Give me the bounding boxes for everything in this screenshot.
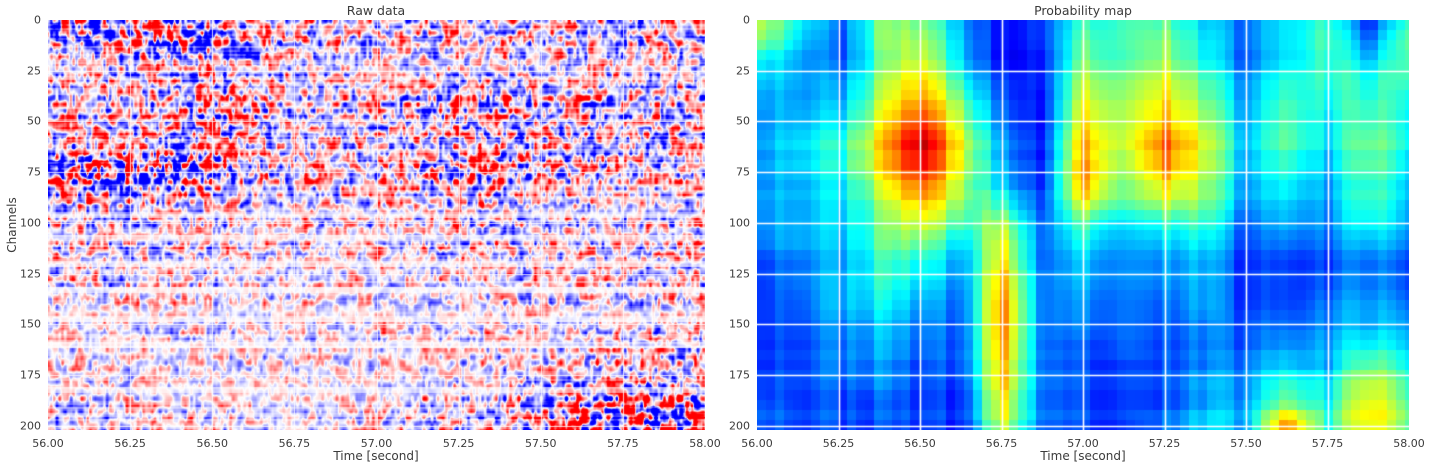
raw-data-x-axis-label: Time [second] (333, 449, 419, 463)
probability-map-heatmap (757, 20, 1409, 430)
x-tick-label: 56.25 (822, 437, 855, 450)
x-tick-label: 56.25 (114, 437, 146, 450)
y-tick-label: 125 (20, 267, 41, 281)
raw-data-heatmap (48, 20, 705, 430)
probability-map-x-axis-label: Time [second] (1040, 449, 1126, 463)
y-tick-label: 50 (736, 114, 750, 128)
x-tick-label: 56.75 (278, 437, 311, 450)
y-tick-label: 175 (20, 368, 41, 382)
x-tick-label: 56.00 (32, 437, 64, 450)
x-tick-label: 58.00 (689, 437, 721, 450)
y-tick-label: 150 (20, 317, 41, 331)
probability-map-title: Probability map (1034, 3, 1132, 18)
x-tick-label: 57.25 (442, 437, 475, 450)
raw-data-y-axis-label: Channels (5, 197, 19, 253)
x-tick-label: 57.50 (525, 437, 557, 450)
y-tick-label: 75 (27, 165, 41, 179)
x-tick-label: 56.50 (904, 437, 936, 450)
y-tick-label: 50 (27, 114, 41, 128)
x-tick-label: 56.50 (196, 437, 229, 450)
y-tick-label: 25 (27, 64, 41, 78)
y-tick-label: 0 (34, 13, 41, 27)
y-tick-label: 125 (729, 267, 750, 281)
y-tick-label: 150 (729, 317, 750, 331)
x-tick-label: 56.00 (741, 437, 773, 450)
x-tick-label: 57.50 (1230, 437, 1262, 450)
y-tick-label: 175 (729, 368, 750, 382)
x-tick-label: 58.00 (1393, 437, 1425, 450)
x-tick-label: 57.00 (1067, 437, 1099, 450)
x-tick-label: 57.00 (360, 437, 393, 450)
x-tick-label: 57.75 (1311, 437, 1344, 450)
y-tick-label: 200 (20, 419, 41, 433)
x-tick-label: 57.75 (607, 437, 639, 450)
y-tick-label: 100 (20, 216, 41, 230)
raw-data-title: Raw data (346, 3, 406, 18)
y-tick-label: 75 (736, 165, 750, 179)
x-tick-label: 56.75 (985, 437, 1018, 450)
y-tick-label: 200 (729, 419, 750, 433)
y-tick-label: 100 (729, 216, 750, 230)
x-tick-label: 57.25 (1148, 437, 1181, 450)
y-tick-label: 0 (743, 13, 750, 27)
y-tick-label: 25 (736, 64, 750, 78)
